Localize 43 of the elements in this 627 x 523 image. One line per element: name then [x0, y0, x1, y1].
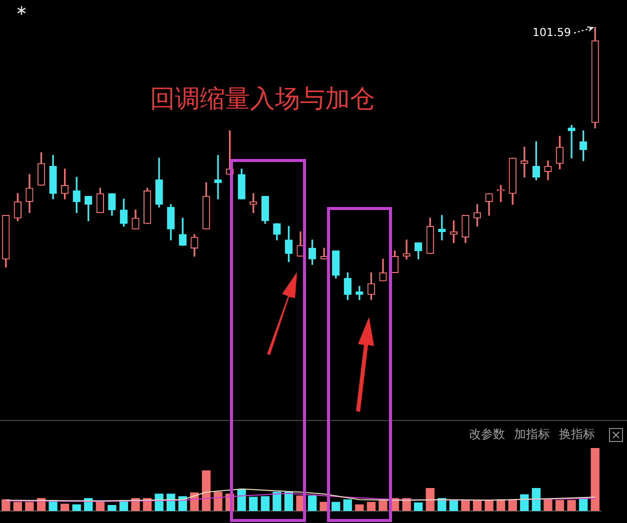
bar — [284, 492, 294, 511]
bar — [355, 504, 364, 511]
bar — [532, 488, 541, 511]
bar — [484, 500, 494, 511]
bar — [166, 494, 176, 511]
bar — [13, 502, 22, 511]
bar — [343, 499, 352, 511]
text: 回调缩量入场与加仓 — [150, 83, 375, 115]
bar — [260, 496, 270, 511]
bar — [414, 502, 423, 511]
text: 加指标 — [514, 426, 550, 443]
text: 换指标 — [559, 426, 595, 443]
bar — [332, 502, 340, 511]
bar — [108, 505, 116, 511]
bar — [60, 504, 70, 511]
bar — [472, 500, 482, 511]
bar — [154, 494, 164, 511]
bar — [567, 500, 576, 511]
bar — [308, 496, 317, 511]
bar — [237, 489, 246, 511]
annotation: 101.59 — [532, 26, 571, 39]
bar — [555, 500, 564, 511]
bar — [96, 502, 104, 511]
bar — [544, 499, 552, 511]
bar — [449, 500, 458, 511]
bar — [590, 448, 600, 511]
bar — [426, 488, 434, 511]
bar — [249, 496, 258, 511]
bar — [72, 504, 81, 511]
bar — [214, 492, 222, 511]
bar — [202, 470, 211, 511]
bar — [508, 499, 517, 511]
bar — [366, 502, 376, 511]
text: 改参数 — [469, 426, 505, 443]
bar — [520, 494, 529, 511]
bar — [378, 500, 388, 511]
candlestick — [214, 154, 222, 200]
bar — [2, 499, 10, 511]
candlestick — [568, 124, 576, 158]
candlestick — [356, 286, 364, 300]
bar — [25, 502, 34, 511]
bar — [272, 492, 282, 511]
bar — [461, 500, 470, 511]
